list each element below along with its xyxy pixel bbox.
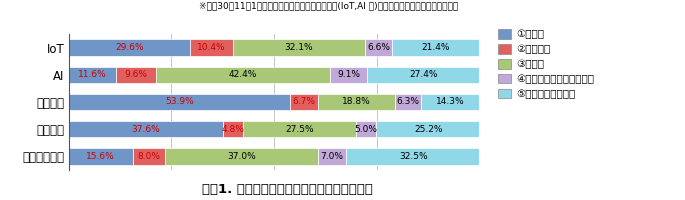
- Text: 14.3%: 14.3%: [436, 98, 464, 106]
- Bar: [392, 39, 480, 56]
- Bar: [68, 121, 223, 137]
- Text: ※平成30年11月1日「財務局調査による「先端技術(IoT,AI 等)の活用状況」について」より抜粸: ※平成30年11月1日「財務局調査による「先端技術(IoT,AI 等)の活用状況…: [199, 1, 458, 10]
- Bar: [233, 39, 365, 56]
- Bar: [68, 148, 133, 165]
- Bar: [116, 67, 155, 83]
- Bar: [367, 67, 480, 83]
- Text: 10.4%: 10.4%: [197, 43, 226, 52]
- Text: 21.4%: 21.4%: [422, 43, 450, 52]
- Text: 6.3%: 6.3%: [397, 98, 419, 106]
- Bar: [68, 39, 190, 56]
- Bar: [318, 148, 347, 165]
- Text: 27.5%: 27.5%: [285, 125, 314, 134]
- Text: 15.6%: 15.6%: [86, 152, 115, 161]
- Bar: [330, 67, 367, 83]
- Text: 32.5%: 32.5%: [399, 152, 427, 161]
- Bar: [376, 121, 480, 137]
- Text: 9.6%: 9.6%: [125, 70, 147, 79]
- Bar: [365, 39, 392, 56]
- Text: 『図1. 製造業における先端技術の活用状況』: 『図1. 製造業における先端技術の活用状況』: [202, 183, 373, 196]
- Bar: [290, 94, 318, 110]
- Bar: [395, 94, 421, 110]
- Text: 9.1%: 9.1%: [337, 70, 360, 79]
- Text: 18.8%: 18.8%: [342, 98, 371, 106]
- Bar: [242, 121, 356, 137]
- Text: 5.0%: 5.0%: [355, 125, 377, 134]
- Legend: ①活用済, ②活用予定, ③検討中, ④活用したくてもできない, ⑤必要性を感じない: ①活用済, ②活用予定, ③検討中, ④活用したくてもできない, ⑤必要性を感じ…: [497, 28, 595, 100]
- Text: 42.4%: 42.4%: [229, 70, 257, 79]
- Bar: [347, 148, 480, 165]
- Bar: [133, 148, 166, 165]
- Text: 37.0%: 37.0%: [227, 152, 256, 161]
- Text: 27.4%: 27.4%: [410, 70, 438, 79]
- Text: 37.6%: 37.6%: [132, 125, 160, 134]
- Text: 7.0%: 7.0%: [321, 152, 343, 161]
- Bar: [356, 121, 376, 137]
- Text: 29.6%: 29.6%: [115, 43, 144, 52]
- Bar: [223, 121, 242, 137]
- Bar: [155, 67, 330, 83]
- Text: 11.6%: 11.6%: [78, 70, 107, 79]
- Bar: [318, 94, 395, 110]
- Text: 53.9%: 53.9%: [165, 98, 194, 106]
- Bar: [68, 67, 116, 83]
- Bar: [166, 148, 318, 165]
- Bar: [190, 39, 233, 56]
- Text: 4.8%: 4.8%: [221, 125, 245, 134]
- Text: 6.7%: 6.7%: [292, 98, 315, 106]
- Text: 32.1%: 32.1%: [284, 43, 313, 52]
- Bar: [68, 94, 290, 110]
- Text: 25.2%: 25.2%: [414, 125, 443, 134]
- Text: 8.0%: 8.0%: [138, 152, 160, 161]
- Bar: [421, 94, 479, 110]
- Text: 6.6%: 6.6%: [367, 43, 390, 52]
